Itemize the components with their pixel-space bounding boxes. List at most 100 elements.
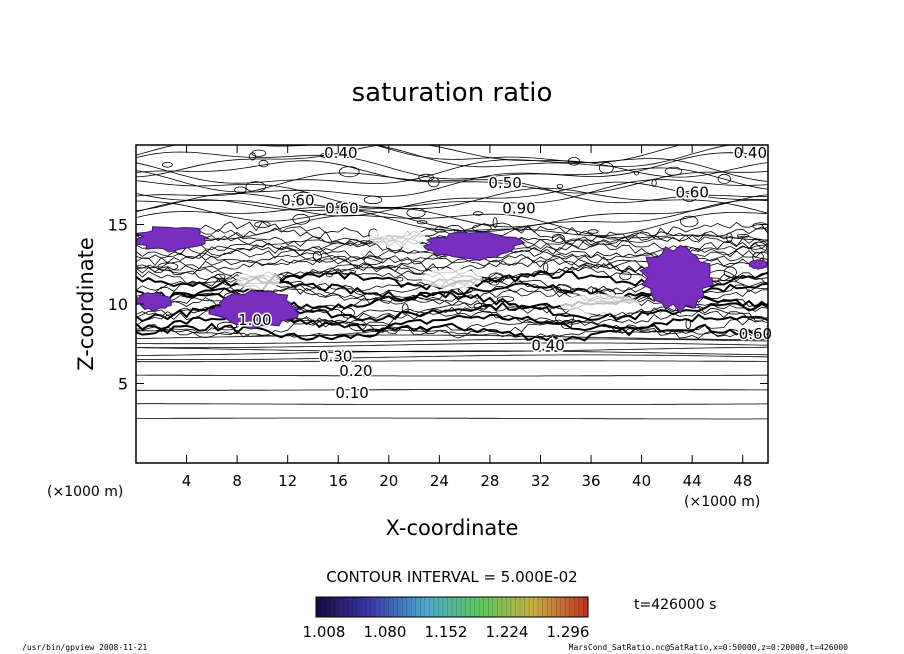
contour-line	[136, 206, 768, 237]
contour-cell	[293, 191, 315, 200]
contour-line	[136, 145, 733, 168]
contour-cell	[348, 319, 367, 331]
contour-cell	[418, 173, 435, 182]
contour-label: 0.30	[319, 348, 352, 366]
x-tick-label: 16	[329, 472, 348, 490]
contour-line	[136, 145, 768, 178]
contour-cell	[234, 186, 247, 194]
contour-cell	[488, 277, 500, 286]
colorbar-tick-label: 1.296	[547, 623, 590, 641]
contour-label: 0.60	[325, 200, 358, 218]
colorbar-tick-label: 1.224	[486, 623, 529, 641]
y-axis-label: Z-coordinate	[74, 237, 98, 371]
supersaturated-region	[748, 259, 768, 270]
contour-cell	[556, 184, 564, 189]
contour-cell	[496, 296, 515, 303]
y-tick-label: 15	[108, 216, 128, 235]
contour-cell	[736, 233, 750, 238]
contour-cell	[651, 179, 657, 188]
supersaturated-region	[136, 226, 210, 253]
contour-label: 0.40	[734, 144, 767, 162]
contour-line	[136, 346, 768, 353]
x-tick-label: 28	[480, 472, 499, 490]
colorbar-tick-label: 1.008	[303, 623, 346, 641]
footer-left: /usr/bin/gpview 2008-11-21	[22, 643, 147, 652]
contour-cell	[685, 318, 692, 330]
contour-cell	[681, 190, 698, 202]
contour-cell	[472, 211, 484, 216]
contour-labels: 0.40 0.40 0.60 0.60 0.50 0.60 0.90 1.00 0.300.20…	[237, 142, 774, 403]
contour-label: 0.10	[335, 384, 368, 402]
contour-cell	[251, 149, 267, 157]
contour-line	[136, 319, 768, 339]
x-tick-label: 8	[232, 472, 242, 490]
contour-line	[136, 342, 768, 349]
contour-cell	[555, 312, 574, 324]
contour-cell	[325, 272, 333, 278]
contour-line	[136, 389, 768, 391]
contour-cell	[320, 152, 331, 158]
contour-cell	[634, 170, 640, 176]
contour-cell	[567, 157, 581, 166]
x-tick-label: 48	[733, 472, 752, 490]
contour-line	[136, 158, 768, 184]
x-tick-label: 20	[379, 472, 398, 490]
contour-cell	[561, 319, 573, 330]
contour-line	[136, 167, 768, 197]
contour-line	[136, 213, 768, 241]
contour-cell	[312, 250, 322, 262]
contour-cell	[245, 181, 266, 193]
contour-label: 0.60	[739, 325, 772, 343]
time-label: t=426000 s	[634, 597, 716, 613]
blank-zone	[236, 270, 281, 291]
x-axis-label: X-coordinate	[386, 516, 519, 540]
contour-cell	[396, 277, 404, 282]
contour-cell	[543, 262, 549, 273]
contour-cell	[161, 162, 173, 168]
contour-line	[136, 322, 768, 342]
contour-cell	[680, 215, 699, 228]
contour-label: 1.00	[238, 311, 271, 329]
contour-label: 0.40	[531, 336, 564, 354]
contour-cell	[363, 195, 383, 205]
contour-cell	[340, 307, 355, 319]
contour-cell	[214, 273, 226, 280]
x-unit-left: (×1000 m)	[47, 484, 123, 500]
x-tick-label: 36	[581, 472, 600, 490]
contour-cell	[752, 222, 768, 230]
contour-cell	[555, 284, 572, 294]
colorbar-tick-label: 1.152	[425, 623, 468, 641]
contour-cell	[717, 173, 731, 184]
contour-label: 0.40	[324, 144, 357, 162]
contour-cell	[587, 229, 599, 234]
contour-line	[136, 179, 768, 209]
contour-cell	[363, 255, 383, 265]
supersaturated-regions	[136, 226, 768, 330]
contour-cell	[336, 201, 353, 208]
contour-cell	[551, 233, 565, 243]
contour-label: 0.60	[281, 192, 314, 210]
contour-interval-label: CONTOUR INTERVAL = 5.000E-02	[326, 568, 577, 586]
contour-cell	[619, 271, 632, 281]
contour-line	[136, 360, 768, 363]
contour-cell	[292, 213, 310, 225]
contour-cell	[335, 269, 357, 275]
contour-cell	[434, 228, 446, 233]
contour-cell	[488, 272, 504, 282]
supersaturated-region	[639, 245, 714, 315]
contour-cell	[472, 224, 492, 233]
x-tick-label: 24	[430, 472, 449, 490]
contour-cell	[598, 162, 614, 174]
contour-cell	[258, 159, 269, 168]
contour-line	[373, 145, 682, 164]
contour-line	[136, 350, 768, 356]
contour-label: 0.20	[339, 362, 372, 380]
contour-cell	[406, 207, 426, 218]
contour-line	[136, 403, 768, 405]
x-tick-label: 32	[531, 472, 550, 490]
contour-label: 0.60	[675, 184, 708, 202]
colorbar-tick-label: 1.080	[364, 623, 407, 641]
contour-cell	[401, 303, 409, 315]
contour-line	[136, 199, 768, 232]
